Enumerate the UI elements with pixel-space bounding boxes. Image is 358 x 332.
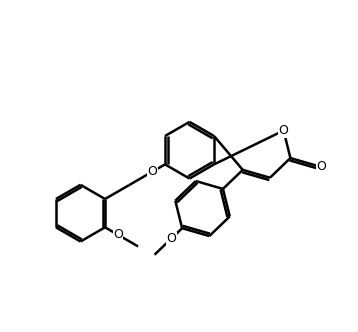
Text: O: O (147, 165, 157, 178)
Text: O: O (113, 228, 123, 241)
Text: O: O (166, 232, 176, 245)
Text: O: O (279, 124, 289, 137)
Text: O: O (316, 160, 326, 173)
